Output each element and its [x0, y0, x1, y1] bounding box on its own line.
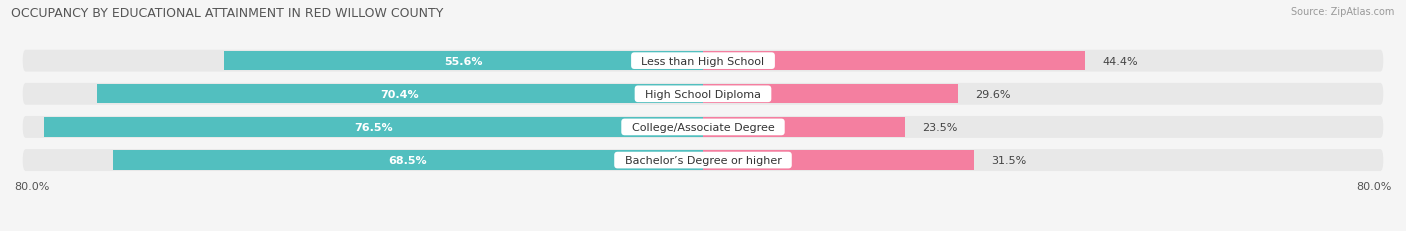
- Text: 76.5%: 76.5%: [354, 122, 392, 132]
- Bar: [703, 52, 1085, 71]
- Text: 23.5%: 23.5%: [922, 122, 957, 132]
- Text: 29.6%: 29.6%: [976, 89, 1011, 99]
- Text: Less than High School: Less than High School: [634, 56, 772, 66]
- Text: Source: ZipAtlas.com: Source: ZipAtlas.com: [1291, 7, 1395, 17]
- Bar: [44, 118, 703, 137]
- Text: 55.6%: 55.6%: [444, 56, 482, 66]
- FancyBboxPatch shape: [22, 83, 1384, 105]
- Text: 31.5%: 31.5%: [991, 155, 1026, 165]
- FancyBboxPatch shape: [22, 116, 1384, 138]
- Text: 70.4%: 70.4%: [381, 89, 419, 99]
- Text: 44.4%: 44.4%: [1102, 56, 1139, 66]
- Bar: [97, 85, 703, 104]
- Text: College/Associate Degree: College/Associate Degree: [624, 122, 782, 132]
- Text: Bachelor’s Degree or higher: Bachelor’s Degree or higher: [617, 155, 789, 165]
- Bar: [703, 118, 905, 137]
- Bar: [703, 151, 974, 170]
- Bar: [224, 52, 703, 71]
- Text: 80.0%: 80.0%: [1357, 181, 1392, 191]
- Text: 80.0%: 80.0%: [14, 181, 49, 191]
- Text: High School Diploma: High School Diploma: [638, 89, 768, 99]
- FancyBboxPatch shape: [22, 149, 1384, 171]
- Text: 68.5%: 68.5%: [388, 155, 427, 165]
- FancyBboxPatch shape: [22, 51, 1384, 72]
- Bar: [703, 85, 957, 104]
- Text: OCCUPANCY BY EDUCATIONAL ATTAINMENT IN RED WILLOW COUNTY: OCCUPANCY BY EDUCATIONAL ATTAINMENT IN R…: [11, 7, 444, 20]
- Bar: [112, 151, 703, 170]
